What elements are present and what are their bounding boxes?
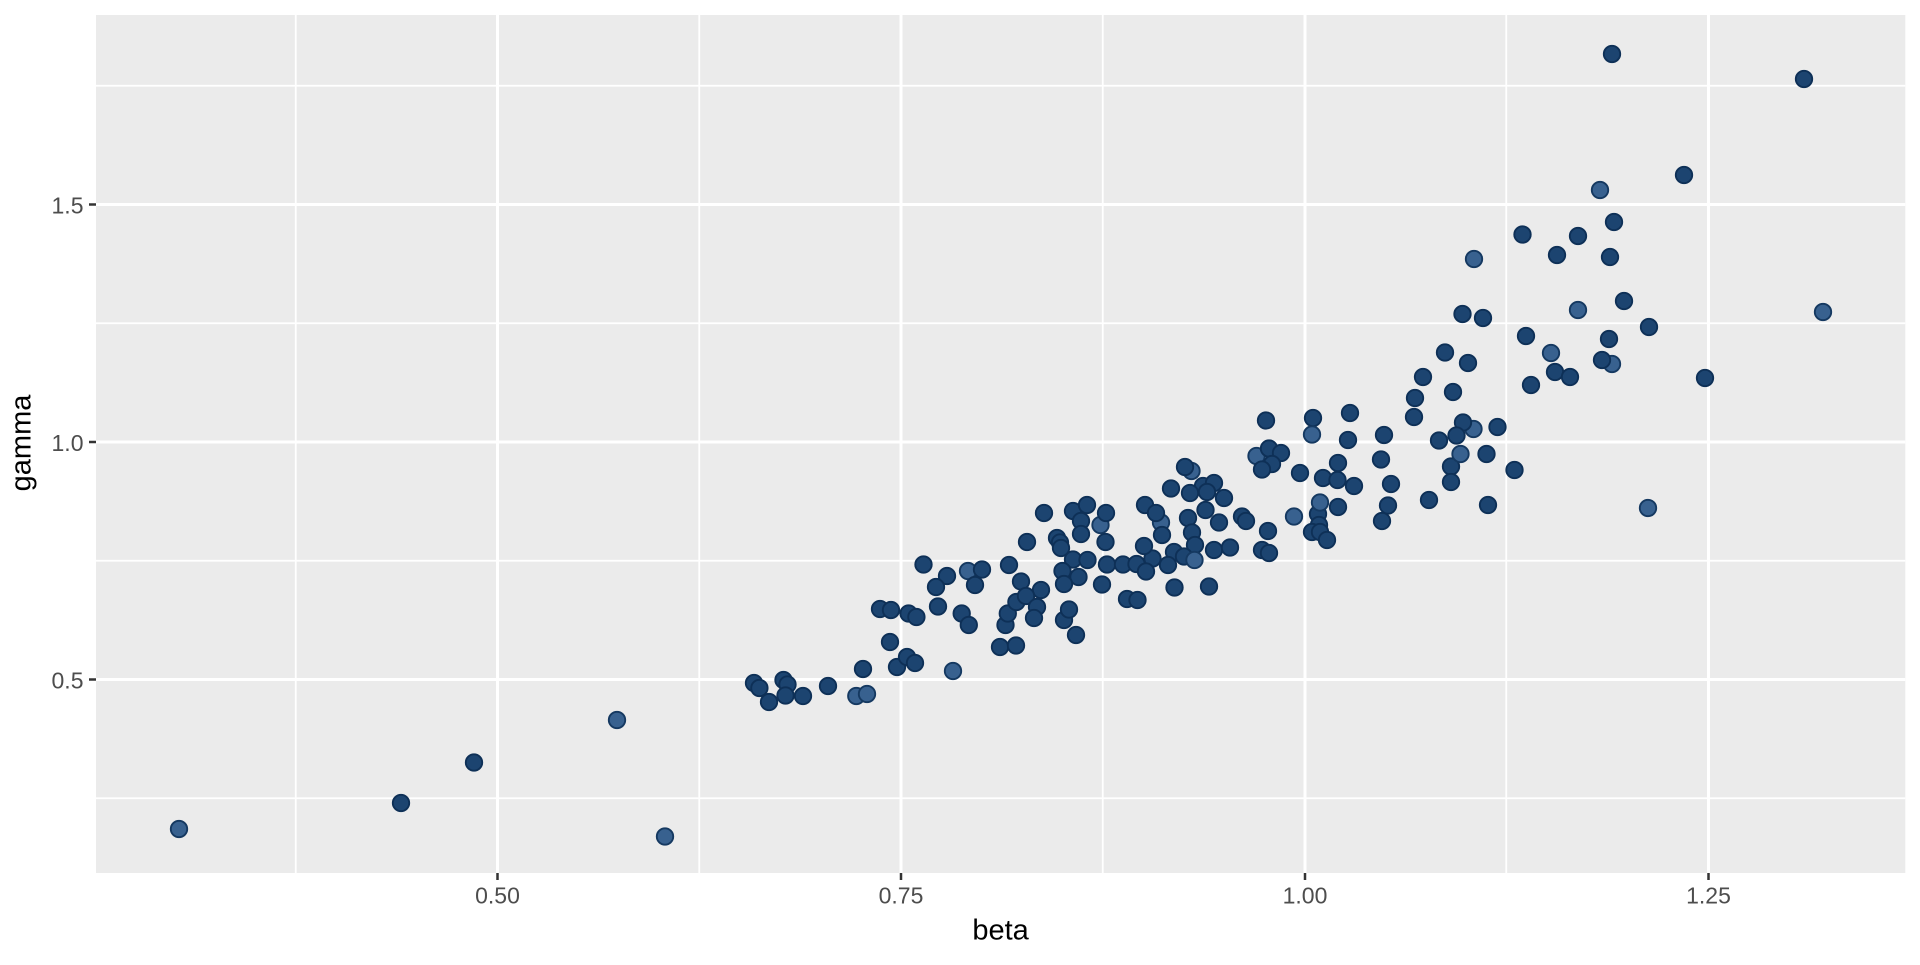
svg-text:0.50: 0.50: [475, 883, 520, 909]
svg-text:1.0: 1.0: [52, 430, 84, 456]
svg-text:1.25: 1.25: [1686, 883, 1731, 909]
svg-text:gamma: gamma: [6, 394, 38, 492]
svg-text:0.75: 0.75: [879, 883, 924, 909]
svg-text:1.00: 1.00: [1283, 883, 1328, 909]
svg-text:beta: beta: [972, 915, 1029, 947]
svg-text:1.5: 1.5: [52, 193, 84, 219]
svg-text:0.5: 0.5: [52, 668, 84, 694]
